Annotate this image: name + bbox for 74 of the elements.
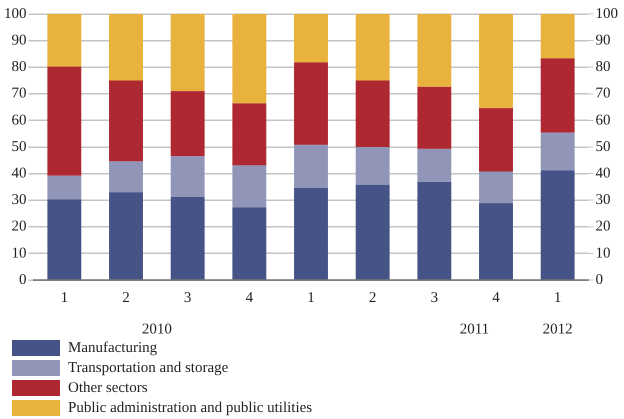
x-tick-label: 4 bbox=[246, 290, 254, 306]
y-tick-label: 50 bbox=[596, 138, 610, 155]
bar bbox=[417, 148, 452, 182]
bar bbox=[109, 80, 143, 162]
x-tick-label: 3 bbox=[184, 290, 192, 306]
x-tick-label: 1 bbox=[60, 290, 68, 306]
bar bbox=[232, 207, 266, 280]
x-tick-label: 2 bbox=[368, 290, 376, 306]
legend-label: Public administration and public utilities bbox=[68, 400, 312, 416]
y2-tick-label: 0 bbox=[19, 272, 26, 288]
x-tick-label: 1 bbox=[307, 290, 315, 306]
bar bbox=[540, 132, 575, 170]
bar bbox=[294, 144, 328, 188]
bar bbox=[170, 91, 205, 156]
bar bbox=[294, 62, 328, 145]
bar bbox=[356, 184, 390, 280]
y-tick-label: 80 bbox=[596, 59, 610, 76]
bar bbox=[417, 182, 452, 280]
x-tick-label: 1 bbox=[554, 290, 562, 306]
legend-label: Other sectors bbox=[68, 380, 148, 396]
bar bbox=[232, 103, 266, 166]
y2-tick-label: 90 bbox=[12, 32, 26, 49]
bar bbox=[294, 14, 328, 62]
y2-tick-label: 30 bbox=[12, 192, 26, 208]
bar bbox=[417, 86, 452, 149]
x-tick-label: 3 bbox=[430, 290, 438, 306]
bar bbox=[540, 58, 575, 133]
bar bbox=[47, 199, 82, 280]
y2-tick-label: 100 bbox=[4, 6, 26, 22]
y-tick-label: 100 bbox=[596, 6, 618, 22]
bar bbox=[47, 66, 82, 176]
bar bbox=[356, 80, 390, 147]
y-tick-label: 0 bbox=[596, 272, 603, 288]
y-tick-label: 20 bbox=[596, 218, 610, 235]
y-tick-label: 40 bbox=[596, 166, 610, 182]
bar bbox=[356, 147, 390, 185]
legend-label: Transportation and storage bbox=[68, 360, 228, 376]
bar bbox=[170, 14, 205, 92]
y2-tick-label: 60 bbox=[12, 112, 26, 128]
y-tick-label: 10 bbox=[596, 245, 610, 262]
text: 2010 bbox=[142, 321, 172, 338]
y2-tick-label: 80 bbox=[12, 59, 26, 76]
y2-tick-label: 20 bbox=[12, 218, 26, 235]
bar bbox=[232, 165, 266, 208]
bar bbox=[540, 170, 575, 280]
legend-label: Manufacturing bbox=[68, 340, 158, 356]
bar bbox=[294, 188, 328, 280]
y-tick-label: 90 bbox=[596, 32, 610, 49]
y2-tick-label: 50 bbox=[12, 138, 26, 155]
bar bbox=[479, 14, 513, 108]
y-tick-label: 30 bbox=[596, 192, 610, 208]
y2-tick-label: 40 bbox=[12, 166, 26, 182]
bar bbox=[47, 14, 82, 67]
bar bbox=[109, 192, 143, 280]
bar bbox=[109, 14, 143, 80]
bar bbox=[356, 14, 390, 80]
bar bbox=[417, 14, 452, 87]
bar bbox=[170, 197, 205, 280]
x-tick-label: 4 bbox=[492, 290, 500, 306]
y-tick-label: 60 bbox=[596, 112, 610, 128]
bar bbox=[232, 14, 266, 104]
y-tick-label: 70 bbox=[596, 86, 610, 102]
text: 2012 bbox=[542, 321, 573, 338]
bar bbox=[479, 108, 513, 172]
bar bbox=[540, 14, 575, 58]
y2-tick-label: 10 bbox=[12, 245, 26, 262]
bar bbox=[170, 156, 205, 198]
y2-tick-label: 70 bbox=[12, 86, 26, 102]
x-tick-label: 2 bbox=[122, 290, 130, 306]
text: 2011 bbox=[460, 321, 490, 338]
bar bbox=[479, 203, 513, 280]
bar bbox=[109, 161, 143, 192]
bar bbox=[47, 176, 82, 200]
bar bbox=[479, 171, 513, 204]
